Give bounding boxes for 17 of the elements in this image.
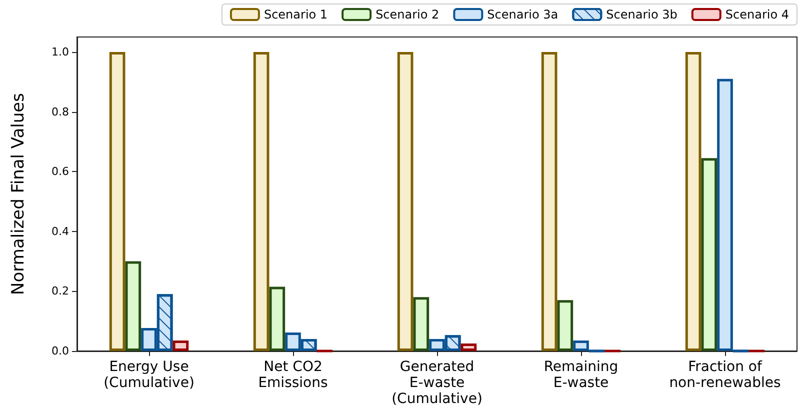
y-tick-label: 0.6	[52, 165, 69, 178]
x-tick-label: Energy Use (Cumulative)	[104, 359, 194, 391]
legend-label: Scenario 2	[376, 8, 440, 22]
y-tick-label: 0.0	[52, 344, 69, 358]
legend-label: Scenario 3b	[606, 8, 678, 22]
x-tick-label: Generated E-waste (Cumulative)	[392, 359, 482, 407]
legend-label: Scenario 3a	[487, 8, 558, 22]
y-tick-label: 1.0	[52, 45, 69, 58]
legend-label: Scenario 1	[264, 8, 328, 22]
y-tick-label: 0.2	[52, 284, 69, 298]
x-tick-label: Net CO2 Emissions	[258, 359, 328, 391]
y-tick-label: 0.8	[52, 105, 69, 118]
y-axis-title: Normalized Final Values	[8, 92, 28, 295]
y-tick-label: 0.4	[52, 224, 69, 238]
x-tick-label: Remaining E-waste	[544, 359, 618, 391]
x-tick-label: Fraction of non-renewables	[669, 359, 781, 391]
legend-label: Scenario 4	[725, 8, 790, 22]
